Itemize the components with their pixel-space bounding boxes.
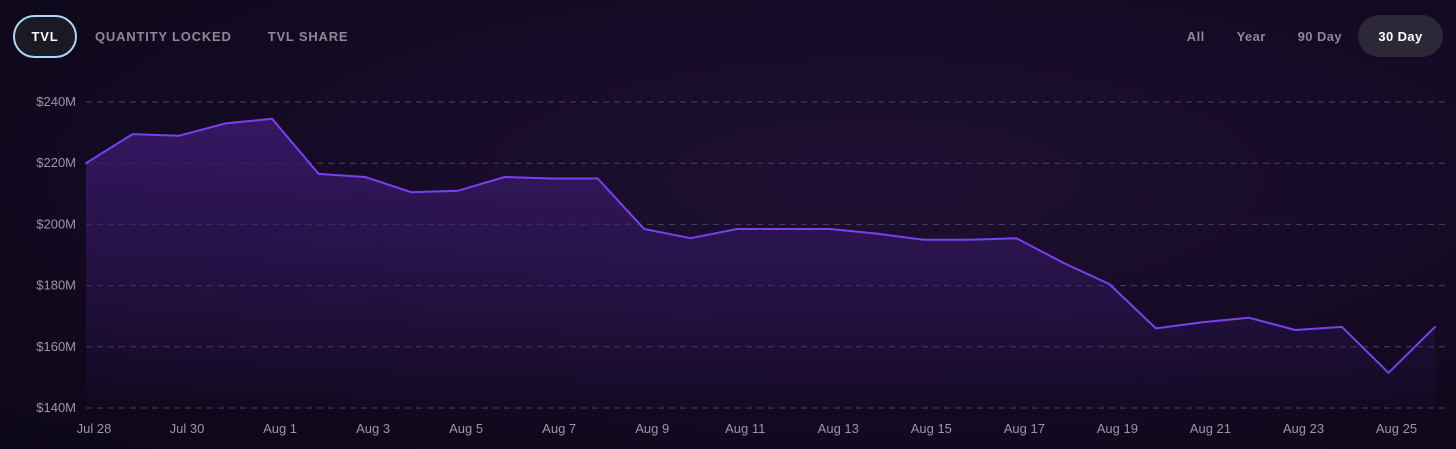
- data-point[interactable]: [1057, 257, 1069, 269]
- data-point[interactable]: [127, 128, 139, 140]
- data-point[interactable]: [452, 185, 464, 197]
- x-tick-label: Aug 25: [1376, 421, 1417, 436]
- range-90-day-button[interactable]: 90 Day: [1297, 28, 1342, 44]
- data-point[interactable]: [1150, 322, 1162, 334]
- data-point[interactable]: [731, 223, 743, 235]
- data-point[interactable]: [1382, 367, 1394, 379]
- data-point[interactable]: [917, 234, 929, 246]
- x-tick-label: Aug 1: [263, 421, 297, 436]
- data-point[interactable]: [266, 113, 278, 125]
- x-tick-label: Aug 11: [725, 421, 765, 436]
- data-point[interactable]: [1289, 324, 1301, 336]
- data-point[interactable]: [1336, 321, 1348, 333]
- data-point[interactable]: [1196, 316, 1208, 328]
- data-point[interactable]: [1010, 232, 1022, 244]
- range-all-button[interactable]: All: [1186, 28, 1205, 44]
- y-tick-label: $160M: [36, 339, 76, 354]
- x-tick-label: Jul 28: [77, 421, 112, 436]
- x-tick-label: Aug 21: [1190, 421, 1231, 436]
- data-point[interactable]: [406, 186, 418, 198]
- x-tick-label: Aug 15: [911, 421, 952, 436]
- y-tick-label: $180M: [36, 278, 76, 293]
- metric-tab-group: TVL QUANTITY LOCKED TVL SHARE: [13, 15, 366, 58]
- range-year-button[interactable]: Year: [1236, 28, 1266, 44]
- x-tick-label: Aug 9: [635, 421, 669, 436]
- x-tick-label: Aug 19: [1097, 421, 1138, 436]
- y-tick-label: $140M: [36, 400, 76, 415]
- data-point[interactable]: [499, 171, 511, 183]
- tab-tvl[interactable]: TVL: [13, 15, 77, 58]
- tab-tvl-share[interactable]: TVL SHARE: [267, 29, 349, 44]
- data-point[interactable]: [964, 234, 976, 246]
- data-point[interactable]: [638, 223, 650, 235]
- data-point[interactable]: [1429, 321, 1441, 333]
- data-point[interactable]: [220, 117, 232, 129]
- y-tick-label: $240M: [36, 94, 76, 109]
- data-point[interactable]: [313, 168, 325, 180]
- data-point[interactable]: [1243, 312, 1255, 324]
- x-tick-label: Aug 23: [1283, 421, 1324, 436]
- y-tick-label: $200M: [36, 216, 76, 231]
- range-30-day-button[interactable]: 30 Day: [1358, 15, 1443, 57]
- tvl-area-fill: [86, 118, 1435, 409]
- data-point[interactable]: [80, 157, 92, 169]
- data-point[interactable]: [685, 232, 697, 244]
- x-tick-label: Aug 17: [1004, 421, 1045, 436]
- x-tick-label: Aug 7: [542, 421, 576, 436]
- x-tick-label: Aug 13: [818, 421, 859, 436]
- data-point[interactable]: [1103, 278, 1115, 290]
- data-point[interactable]: [778, 223, 790, 235]
- x-tick-label: Jul 30: [170, 421, 205, 436]
- tab-quantity-locked[interactable]: QUANTITY LOCKED: [95, 29, 232, 44]
- x-tick-label: Aug 5: [449, 421, 483, 436]
- range-tab-group: All Year 90 Day 30 Day: [1171, 15, 1443, 57]
- y-tick-label: $220M: [36, 155, 76, 170]
- data-point[interactable]: [871, 228, 883, 240]
- data-point[interactable]: [592, 173, 604, 185]
- data-point[interactable]: [824, 223, 836, 235]
- data-point[interactable]: [359, 171, 371, 183]
- data-point[interactable]: [545, 173, 557, 185]
- tvl-series-line: [85, 117, 1436, 374]
- x-tick-label: Aug 3: [356, 421, 390, 436]
- data-point[interactable]: [173, 130, 185, 142]
